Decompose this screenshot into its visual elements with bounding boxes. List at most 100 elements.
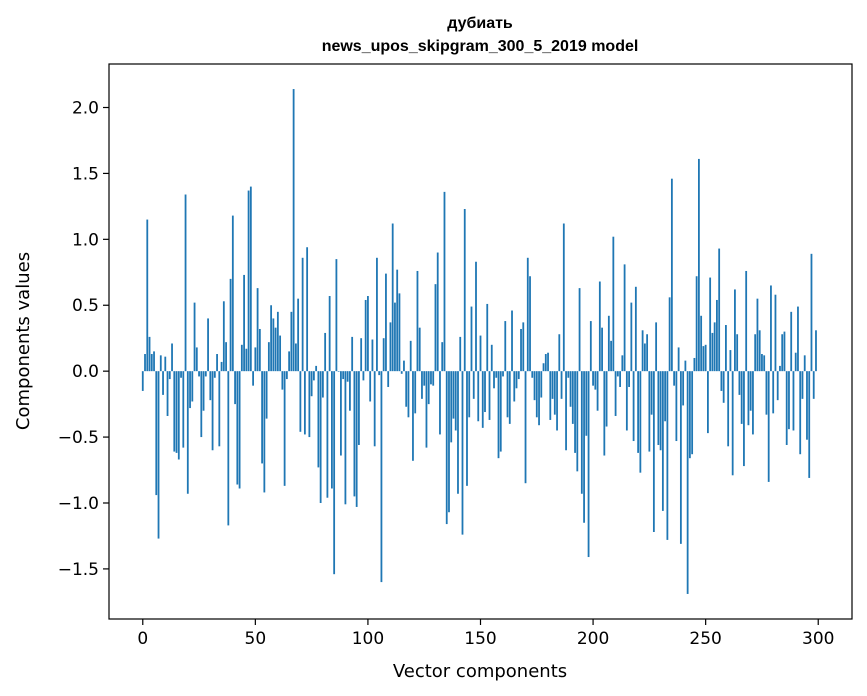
bar xyxy=(785,371,788,445)
bar xyxy=(752,371,754,435)
bar xyxy=(511,310,513,372)
bar xyxy=(589,321,592,372)
bar xyxy=(565,371,567,451)
bar xyxy=(619,371,621,387)
bar xyxy=(535,371,538,418)
bar xyxy=(812,371,815,399)
bar xyxy=(249,186,252,372)
bar xyxy=(770,285,772,372)
bar xyxy=(756,298,759,372)
bar xyxy=(394,302,396,372)
bar xyxy=(457,371,459,494)
bar xyxy=(576,371,579,472)
bar xyxy=(177,371,180,460)
bar xyxy=(578,288,581,372)
bar xyxy=(508,371,511,424)
bar xyxy=(797,306,799,372)
bar xyxy=(367,296,369,372)
bar xyxy=(704,344,707,372)
bar xyxy=(592,371,594,386)
bar xyxy=(499,371,502,452)
bar xyxy=(673,371,676,386)
bar xyxy=(722,371,725,403)
bar xyxy=(157,371,160,539)
bar xyxy=(342,371,345,380)
bar xyxy=(664,371,667,422)
bar xyxy=(745,270,748,372)
bar xyxy=(204,371,207,377)
bar xyxy=(639,371,642,473)
bar xyxy=(380,371,383,583)
bar xyxy=(362,371,365,381)
bar xyxy=(538,371,540,426)
bar xyxy=(472,371,475,399)
bar xyxy=(430,371,432,385)
bar xyxy=(445,371,448,525)
bar xyxy=(391,223,394,372)
bar xyxy=(168,371,171,380)
bar xyxy=(240,344,243,372)
bar xyxy=(515,371,518,389)
bar xyxy=(398,293,401,372)
bar xyxy=(315,365,318,372)
bar xyxy=(448,371,450,513)
bar xyxy=(306,247,309,372)
bar xyxy=(439,371,441,435)
bar xyxy=(731,371,734,476)
bar xyxy=(544,354,547,372)
bar xyxy=(661,371,664,511)
bar xyxy=(711,332,714,372)
bar xyxy=(614,371,617,416)
bar xyxy=(506,371,509,418)
bar xyxy=(517,371,520,380)
bar xyxy=(657,371,660,445)
bar xyxy=(409,340,412,372)
bar xyxy=(461,371,464,535)
bar xyxy=(740,371,743,424)
y-tick-label: 1.5 xyxy=(72,164,99,184)
bar xyxy=(310,371,313,397)
bar xyxy=(412,371,414,461)
bar xyxy=(605,371,608,427)
bar xyxy=(353,371,356,497)
bar xyxy=(698,158,700,372)
bar xyxy=(234,371,236,405)
bar xyxy=(652,371,655,532)
bar xyxy=(312,371,315,381)
bar xyxy=(373,371,376,447)
bar xyxy=(288,351,291,372)
bar xyxy=(702,346,705,372)
plot-frame xyxy=(108,63,853,620)
bar xyxy=(159,355,162,372)
bar xyxy=(562,223,565,372)
bar xyxy=(360,338,363,372)
bar xyxy=(213,371,216,378)
bar xyxy=(533,371,536,401)
bar xyxy=(207,318,209,372)
bar xyxy=(806,371,808,440)
bar xyxy=(713,322,716,372)
bar xyxy=(495,371,498,378)
bar xyxy=(542,363,545,372)
bar xyxy=(308,371,311,438)
bar xyxy=(772,371,775,414)
bar xyxy=(666,371,669,540)
bar xyxy=(616,371,619,377)
bar xyxy=(707,371,709,434)
bar xyxy=(643,343,646,372)
bar xyxy=(274,327,277,372)
bar xyxy=(677,347,680,372)
x-axis-label: Vector components xyxy=(393,661,567,682)
bar xyxy=(790,311,793,372)
bar xyxy=(220,361,223,372)
bar xyxy=(594,371,597,390)
bar xyxy=(637,371,640,453)
bar xyxy=(272,318,275,372)
bar xyxy=(468,371,471,418)
bar xyxy=(569,371,572,407)
bar xyxy=(799,371,802,455)
bar xyxy=(396,269,399,372)
bar xyxy=(718,248,721,372)
bar xyxy=(659,371,662,451)
x-tick-label: 0 xyxy=(137,629,148,649)
